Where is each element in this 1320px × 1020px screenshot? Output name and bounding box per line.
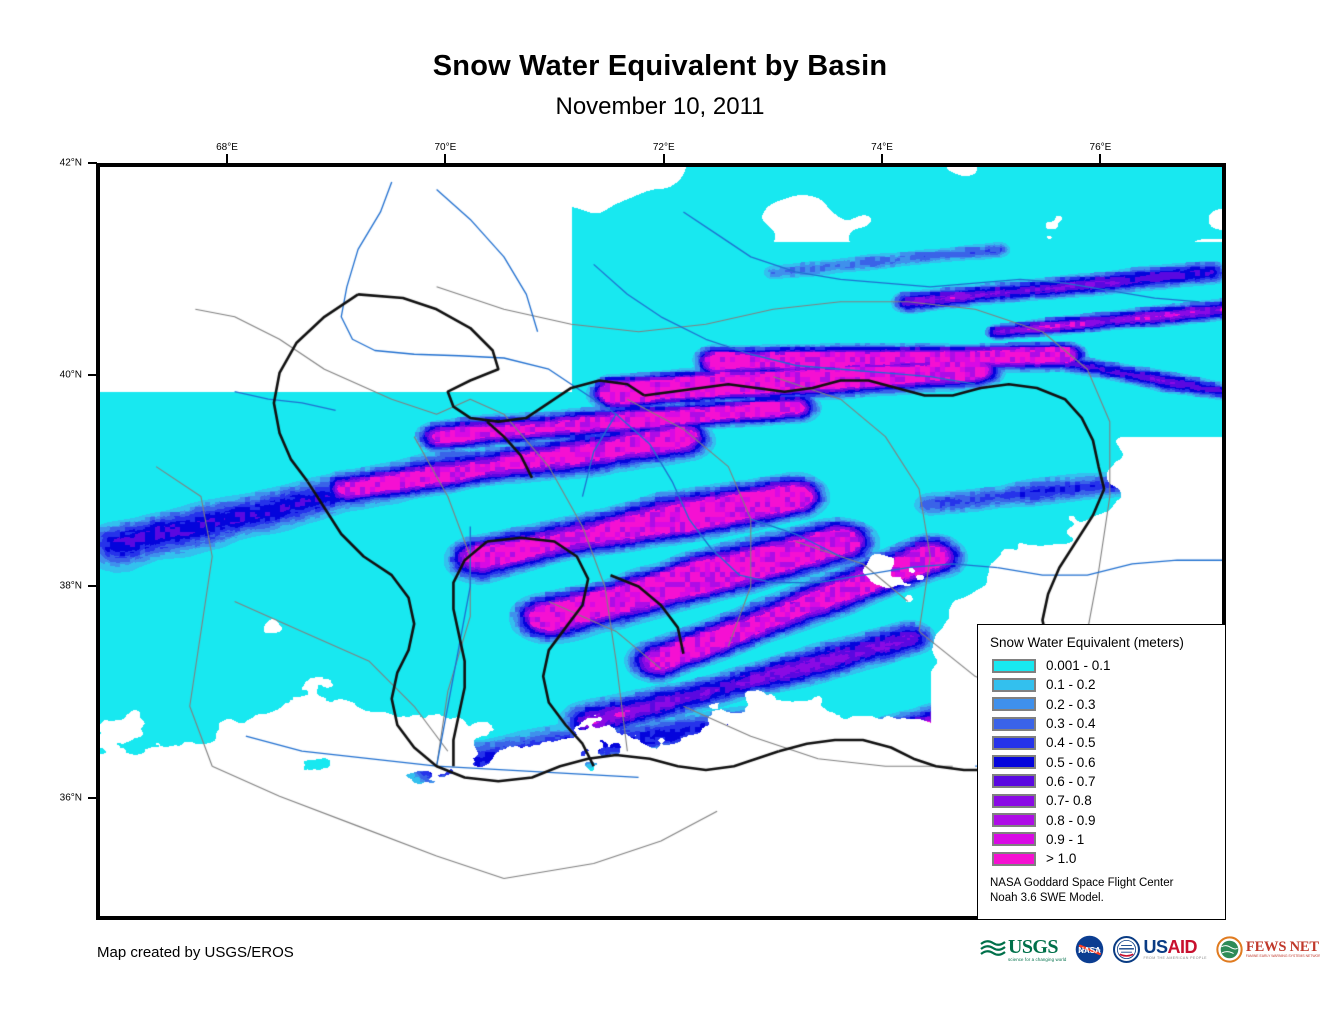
- usgs-tagline: science for a changing world: [1008, 956, 1067, 962]
- lon-tick: [444, 154, 447, 163]
- legend-title: Snow Water Equivalent (meters): [990, 635, 1184, 650]
- legend-swatch: [992, 677, 1036, 692]
- legend-label: 0.9 - 1: [1046, 831, 1085, 847]
- fews-tagline: FAMINE EARLY WARNING SYSTEMS NETWORK: [1245, 954, 1320, 959]
- usgs-wordmark: USGS: [1008, 935, 1058, 958]
- usaid-tagline: FROM THE AMERICAN PEOPLE: [1143, 956, 1207, 960]
- lon-tick: [881, 154, 884, 163]
- page-title: Snow Water Equivalent by Basin: [432, 50, 888, 82]
- legend-swatch: [992, 658, 1036, 673]
- legend-source: NASA Goddard Space Flight Center Noah 3.…: [990, 876, 1215, 905]
- legend-swatch: [992, 755, 1036, 770]
- legend-row: 0.001 - 0.1: [988, 656, 1215, 675]
- lat-label: 40°N: [59, 369, 82, 381]
- usgs-wave-icon: [980, 940, 1006, 956]
- fews-net-logo: FEWS NET FAMINE EARLY WARNING SYSTEMS NE…: [1216, 934, 1320, 964]
- lat-label: 36°N: [59, 792, 82, 804]
- lat-label: 42°N: [59, 157, 82, 169]
- fews-wordmark: FEWS NET: [1245, 938, 1319, 955]
- lat-label: 38°N: [59, 580, 82, 592]
- map-credit: Map created by USGS/EROS: [97, 944, 294, 961]
- legend-row: 0.3 - 0.4: [988, 714, 1215, 733]
- legend-swatch: [992, 774, 1036, 789]
- legend-source-line1: NASA Goddard Space Flight Center: [990, 877, 1174, 890]
- page-subtitle: November 10, 2011: [555, 93, 765, 120]
- lat-tick: [88, 162, 97, 164]
- lat-tick: [88, 797, 97, 800]
- nasa-meatball-icon: NASA: [1076, 935, 1104, 963]
- legend-row: 0.6 - 0.7: [988, 772, 1215, 791]
- legend-swatch: [992, 832, 1036, 847]
- legend-label: 0.7- 0.8: [1046, 793, 1092, 809]
- legend-swatch: [992, 851, 1036, 866]
- usaid-seal-icon: [1113, 935, 1141, 963]
- legend-label: 0.5 - 0.6: [1046, 754, 1096, 770]
- legend-row: 0.1 - 0.2: [988, 675, 1215, 694]
- legend-swatch: [992, 793, 1036, 808]
- legend-label: 0.001 - 0.1: [1046, 658, 1111, 674]
- legend-label: 0.3 - 0.4: [1046, 716, 1096, 732]
- legend-label: 0.4 - 0.5: [1046, 735, 1096, 751]
- lon-label: 74°E: [871, 142, 893, 153]
- lon-label: 72°E: [652, 142, 675, 153]
- fews-globe-icon: [1216, 935, 1243, 963]
- lon-tick: [662, 154, 665, 163]
- lon-label: 70°E: [434, 142, 457, 153]
- legend-swatch: [992, 813, 1036, 828]
- legend-row: 0.8 - 0.9: [988, 810, 1215, 829]
- usaid-aid: AID: [1167, 937, 1197, 957]
- legend-row: > 1.0: [988, 849, 1215, 868]
- usaid-us: US: [1143, 937, 1168, 957]
- lat-tick: [88, 585, 97, 588]
- legend-label: > 1.0: [1046, 851, 1077, 867]
- logo-strip: USGS science for a changing world NASA: [980, 932, 1320, 966]
- legend-row: 0.2 - 0.3: [988, 695, 1215, 714]
- legend-label: 0.2 - 0.3: [1046, 696, 1096, 712]
- legend-row: 0.4 - 0.5: [988, 733, 1215, 752]
- legend-class-list: 0.001 - 0.1 0.1 - 0.2 0.2 - 0.3 0.3 - 0.4 0.…: [988, 656, 1215, 868]
- lat-tick: [88, 373, 97, 376]
- legend-swatch: [992, 716, 1036, 731]
- legend-panel: Snow Water Equivalent (meters) 0.001 - 0…: [977, 624, 1226, 920]
- legend-row: 0.9 - 1: [988, 830, 1215, 849]
- legend-swatch: [992, 735, 1036, 750]
- legend-row: 0.7- 0.8: [988, 791, 1215, 810]
- lon-label: 76°E: [1089, 142, 1112, 153]
- usgs-logo: USGS science for a changing world: [980, 934, 1066, 964]
- legend-source-line2: Noah 3.6 SWE Model.: [990, 891, 1104, 904]
- legend-row: 0.5 - 0.6: [988, 752, 1215, 771]
- usaid-wordmark: USAID: [1143, 938, 1206, 956]
- lon-tick: [226, 154, 228, 163]
- usaid-logo: USAID FROM THE AMERICAN PEOPLE: [1113, 934, 1207, 964]
- lon-label: 68°E: [216, 142, 238, 153]
- legend-label: 0.8 - 0.9: [1046, 812, 1096, 828]
- legend-label: 0.6 - 0.7: [1046, 773, 1096, 789]
- legend-swatch: [992, 697, 1036, 712]
- lon-tick: [1099, 154, 1102, 163]
- legend-label: 0.1 - 0.2: [1046, 677, 1096, 693]
- nasa-wordmark: NASA: [1079, 946, 1102, 955]
- nasa-logo: NASA: [1075, 934, 1104, 964]
